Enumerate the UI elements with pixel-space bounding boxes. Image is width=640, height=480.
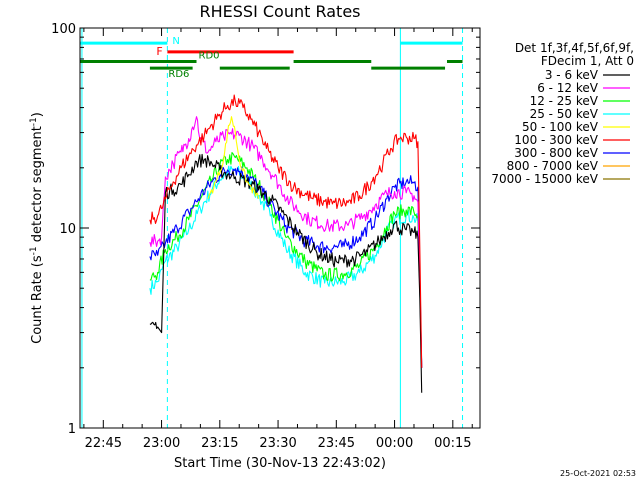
legend-label-8: 7000 - 15000 keV: [491, 172, 598, 186]
x-tick-label-6: 00:15: [434, 436, 471, 451]
series-line-1: [149, 116, 423, 368]
x-axis-label: Start Time (30-Nov-13 22:43:02): [174, 456, 386, 471]
footer-timestamp: 25-Oct-2021 02:53: [560, 469, 636, 478]
legend-label-6: 300 - 800 keV: [514, 146, 598, 160]
overlay-label-n: N: [172, 36, 179, 47]
y-axis-label: Count Rate (s-1 detector segment-1): [29, 112, 45, 344]
legend-header-2: FDecim 1, Att 0: [541, 54, 634, 68]
x-tick-label-5: 00:00: [376, 436, 413, 451]
x-tick-label-4: 23:45: [318, 436, 355, 451]
legend-label-0: 3 - 6 keV: [545, 68, 599, 82]
legend-label-7: 800 - 7000 keV: [507, 159, 599, 173]
y-tick-label-2: 100: [51, 22, 76, 37]
series-line-4: [207, 116, 260, 199]
x-tick-label-1: 23:00: [143, 436, 180, 451]
y-label-end: ): [30, 112, 45, 117]
legend-label-5: 100 - 300 keV: [514, 133, 598, 147]
overlay-label-rd6: RD6: [168, 69, 189, 80]
series-line-3: [149, 165, 423, 368]
x-axis-ticks: 22:45 23:00 23:15 23:30 23:45 00:00 00:15: [83, 28, 473, 451]
y-label-main: Count Rate (s: [30, 255, 45, 344]
x-tick-label-0: 22:45: [85, 436, 122, 451]
x-tick-label-3: 23:30: [259, 436, 296, 451]
y-tick-label-1: 10: [59, 222, 76, 237]
legend-label-4: 50 - 100 keV: [522, 120, 599, 134]
overlay-label-rd0: RD0: [199, 50, 220, 61]
y-axis-ticks: 1 10 100: [51, 22, 480, 437]
legend-header-1: Det 1f,3f,4f,5f,6f,9f,: [515, 41, 634, 55]
series-layer: [149, 94, 423, 393]
overlay-label-f: F: [156, 45, 162, 58]
x-tick-label-2: 23:15: [201, 436, 238, 451]
legend-label-1: 6 - 12 keV: [537, 81, 599, 95]
series-line-0: [149, 153, 423, 393]
y-label-sup2: -1: [29, 117, 39, 126]
y-label-sup1: -1: [29, 246, 39, 255]
legend-label-3: 25 - 50 keV: [530, 107, 599, 121]
y-label-mid: detector segment: [30, 126, 45, 246]
attenuator-overlays: NF RD0 RD6: [80, 28, 464, 428]
chart-title: RHESSI Count Rates: [200, 2, 361, 21]
series-line-6: [149, 166, 423, 368]
legend-label-2: 12 - 25 keV: [530, 94, 599, 108]
series-line-5: [149, 94, 423, 368]
y-tick-label-0: 1: [68, 422, 76, 437]
